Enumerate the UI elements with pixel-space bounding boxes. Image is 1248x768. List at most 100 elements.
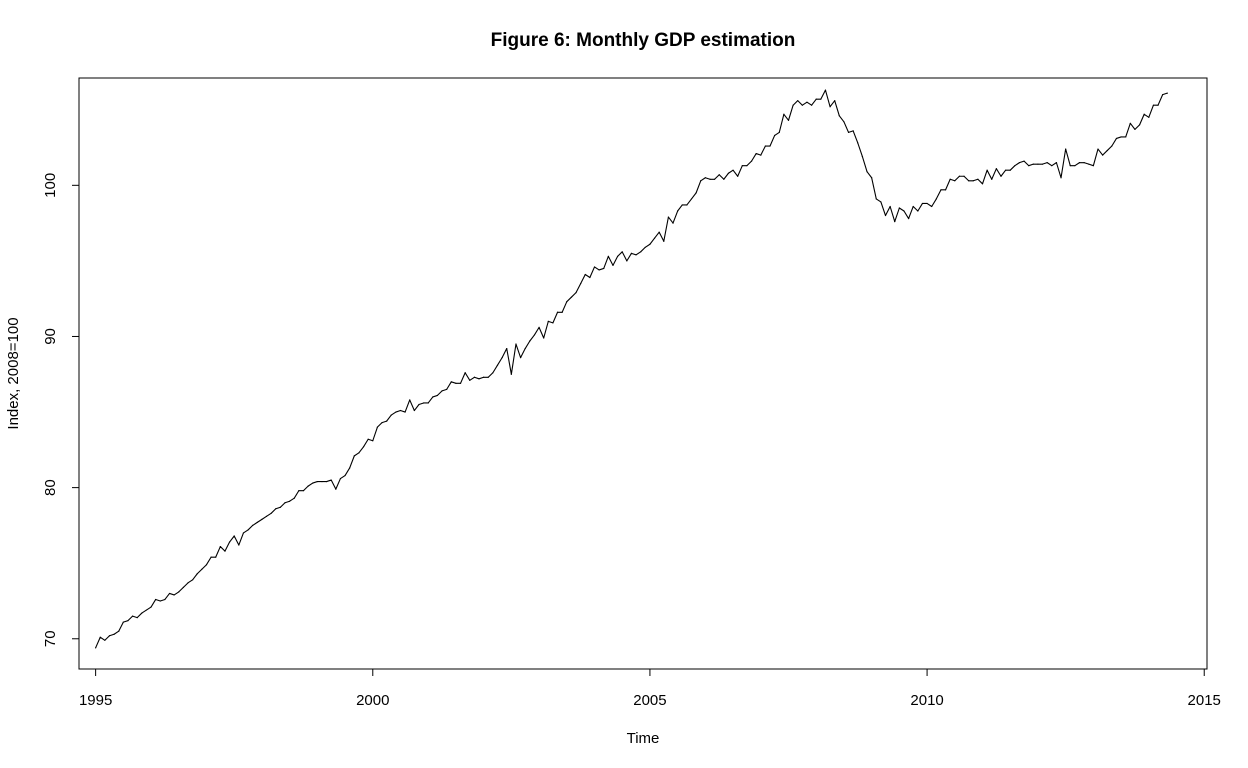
data-point [427, 402, 429, 404]
data-point [1138, 124, 1141, 126]
data-point [187, 582, 189, 584]
data-point [695, 192, 697, 194]
data-point [446, 388, 448, 390]
data-point [1143, 113, 1145, 115]
data-point [362, 446, 365, 448]
data-point [847, 131, 850, 134]
data-point [353, 455, 355, 457]
data-point [866, 171, 868, 173]
data-point [778, 131, 780, 134]
data-point [118, 630, 120, 632]
data-point [995, 168, 997, 170]
data-point [704, 177, 706, 179]
data-point [801, 104, 803, 106]
data-point [247, 529, 249, 531]
data-point [104, 639, 106, 641]
data-point [640, 251, 642, 253]
x-axis: 1995 2000 2005 2010 2015 [79, 668, 1221, 709]
data-point [783, 113, 785, 115]
data-point [279, 506, 281, 508]
data-point [395, 411, 397, 413]
data-point [275, 508, 277, 510]
data-point [473, 376, 475, 378]
data-point [238, 544, 240, 546]
data-point [940, 189, 942, 191]
data-point [312, 482, 314, 484]
data-point [432, 396, 434, 398]
y-tick-label: 100 [42, 173, 59, 198]
chart-title: Figure 6: Monthly GDP estimation [491, 30, 796, 51]
data-point [145, 609, 148, 611]
data-point [1000, 175, 1002, 177]
data-point [501, 357, 503, 359]
data-point [908, 217, 910, 220]
data-point [718, 174, 720, 176]
data-point [889, 205, 891, 208]
data-point [307, 485, 309, 487]
data-point [616, 255, 619, 257]
data-point [607, 255, 609, 257]
data-point [256, 521, 258, 523]
y-tick-label: 90 [42, 328, 59, 345]
data-point [155, 598, 157, 601]
data-point [787, 119, 790, 121]
data-point [686, 204, 688, 206]
data-point [524, 347, 526, 350]
data-point [367, 438, 369, 440]
data-point [529, 340, 531, 342]
data-point [1078, 162, 1081, 164]
data-point [626, 260, 628, 262]
data-point [1088, 163, 1090, 165]
data-point [714, 178, 716, 180]
data-point [150, 606, 152, 608]
x-tick-label: 1995 [79, 692, 112, 709]
data-point [755, 152, 757, 155]
data-point [1037, 163, 1039, 165]
y-tick-label: 70 [42, 630, 59, 647]
data-point [228, 541, 231, 543]
data-point [1102, 154, 1104, 156]
data-point [358, 452, 360, 454]
data-point [1041, 163, 1044, 165]
data-point [963, 175, 965, 177]
data-point [510, 373, 512, 375]
data-point [399, 409, 402, 412]
data-point [478, 378, 480, 380]
data-point [580, 282, 582, 285]
data-point [792, 104, 794, 106]
data-point [815, 98, 817, 100]
data-point [926, 202, 928, 205]
data-point [871, 177, 873, 179]
x-axis-label: Time [627, 730, 660, 747]
data-point [1014, 165, 1016, 167]
data-point [621, 251, 623, 253]
data-point [302, 490, 305, 492]
data-point [441, 390, 443, 392]
x-tick-label: 2015 [1188, 692, 1221, 709]
data-point [769, 145, 771, 147]
data-point [1023, 160, 1025, 162]
data-point [774, 134, 776, 137]
data-point [496, 364, 499, 366]
data-point [409, 399, 411, 401]
data-point [178, 591, 180, 593]
data-point [164, 598, 166, 601]
data-point [981, 183, 984, 185]
data-point [949, 178, 951, 180]
data-point [543, 337, 545, 339]
data-point [681, 204, 683, 206]
data-point [958, 175, 961, 177]
data-point [1074, 165, 1076, 167]
data-point [603, 267, 605, 270]
data-point [418, 403, 420, 406]
data-point [1125, 136, 1127, 138]
data-point [1148, 116, 1150, 118]
data-point [538, 326, 540, 328]
data-point [570, 296, 573, 298]
data-point [339, 477, 342, 480]
data-point [677, 210, 679, 212]
data-point [464, 372, 466, 374]
data-point [95, 647, 97, 649]
data-point [986, 169, 988, 171]
